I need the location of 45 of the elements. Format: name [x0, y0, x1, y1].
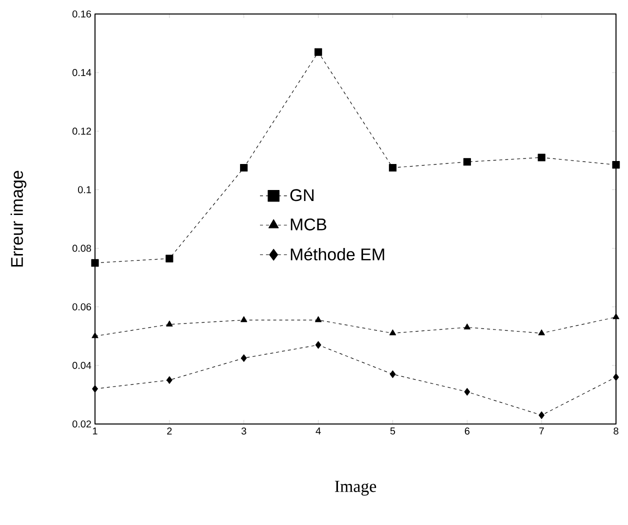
legend-label: MCB — [290, 218, 326, 230]
y-tick-label: 0.12 — [72, 128, 91, 135]
point — [92, 332, 98, 338]
point — [612, 161, 620, 169]
point — [92, 385, 98, 393]
x-axis-title: Image — [334, 480, 376, 496]
point — [538, 329, 545, 336]
point — [612, 313, 620, 320]
y-tick-label: 0.02 — [72, 420, 91, 428]
x-tick-label: 8 — [614, 428, 618, 435]
x-tick-label: 1 — [92, 428, 98, 434]
point — [390, 370, 396, 378]
y-tick-label: 0.14 — [72, 69, 92, 76]
point — [240, 354, 247, 362]
point — [240, 164, 248, 172]
point — [315, 341, 322, 349]
y-tick-label: 0.06 — [72, 303, 92, 310]
point — [538, 411, 544, 419]
y-tick-label: 0.04 — [72, 362, 92, 369]
point — [166, 254, 174, 262]
point — [464, 324, 470, 330]
legend-label: Méthode EM — [290, 248, 384, 260]
x-tick-label: 7 — [539, 428, 544, 434]
y-tick-label: 0.08 — [72, 244, 92, 252]
point — [166, 376, 172, 384]
y-tick-label: 0.1 — [78, 186, 91, 194]
y-axis-title: Erreur image — [10, 170, 26, 267]
point — [314, 48, 322, 56]
point — [388, 164, 397, 172]
y-tick-label: 0.16 — [72, 10, 92, 18]
point — [463, 158, 471, 166]
point — [240, 316, 248, 322]
point — [91, 259, 99, 267]
x-tick-label: 2 — [167, 428, 172, 434]
point — [314, 316, 322, 322]
point — [538, 154, 546, 162]
point — [613, 373, 619, 381]
x-tick-label: 3 — [241, 428, 246, 435]
point — [389, 329, 396, 336]
x-tick-label: 4 — [316, 428, 321, 434]
x-tick-label: 5 — [390, 428, 396, 434]
legend-label: GN — [290, 189, 314, 202]
point — [464, 388, 470, 396]
point — [166, 320, 173, 326]
x-tick-label: 6 — [464, 428, 470, 435]
